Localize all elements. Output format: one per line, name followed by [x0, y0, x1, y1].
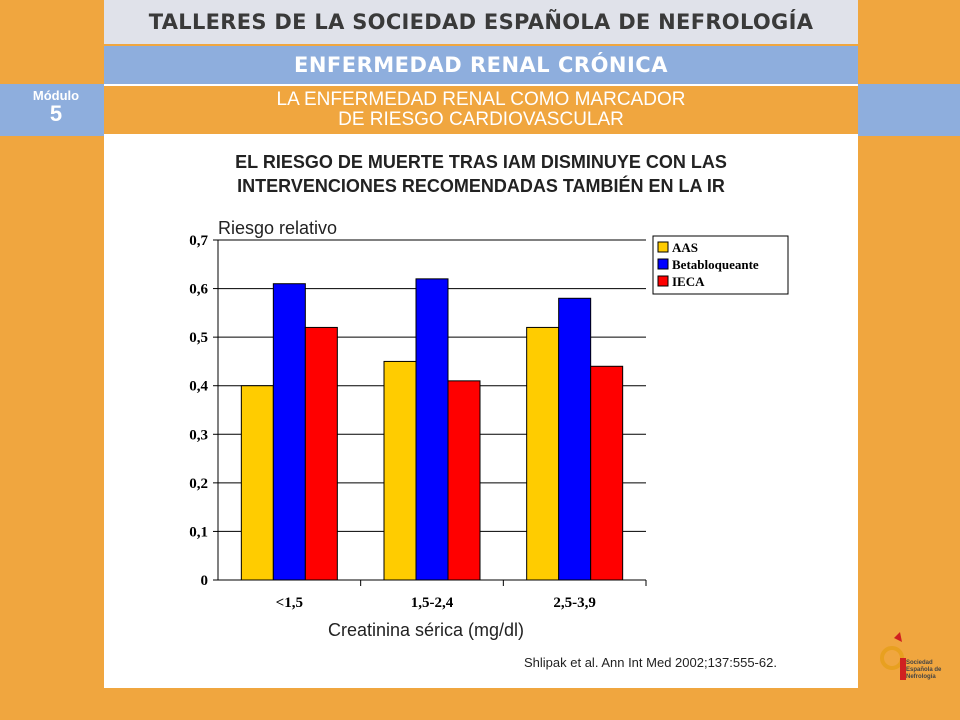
- logo-line-2: Española de: [906, 667, 942, 673]
- content-panel: [104, 136, 858, 688]
- header-subtitle: ENFERMEDAD RENAL CRÓNICA: [104, 46, 858, 84]
- module-badge: Módulo 5: [26, 88, 86, 125]
- heading-line-2: INTERVENCIONES RECOMENDADAS TAMBIÉN EN L…: [237, 176, 725, 196]
- bar-ieca: [304, 326, 338, 581]
- y-tick-label: 0,1: [189, 524, 208, 540]
- module-box: [0, 84, 104, 136]
- legend-swatch: [657, 258, 669, 270]
- slide-heading: EL RIESGO DE MUERTE TRAS IAM DISMINUYE C…: [104, 150, 858, 198]
- chart-xlabel: Creatinina sérica (mg/dl): [327, 620, 525, 640]
- header-right-block: [858, 84, 960, 136]
- topic-line-1: LA ENFERMEDAD RENAL COMO MARCADOR: [276, 89, 686, 110]
- bar-aas: [240, 385, 274, 581]
- legend-label: IECA: [672, 274, 705, 289]
- bar-ieca: [447, 380, 481, 581]
- logo-text: Sociedad Española de Nefrología: [906, 660, 941, 681]
- module-label: Módulo: [32, 88, 80, 103]
- bar-betabloqueante: [272, 283, 306, 581]
- topic-line-2: DE RIESGO CARDIOVASCULAR: [338, 109, 624, 130]
- citation: Shlipak et al. Ann Int Med 2002;137:555-…: [524, 655, 777, 670]
- topic-band: LA ENFERMEDAD RENAL COMO MARCADOR DE RIE…: [104, 84, 858, 136]
- heading-line-1: EL RIESGO DE MUERTE TRAS IAM DISMINUYE C…: [235, 152, 727, 172]
- y-tick-label: 0,5: [189, 330, 208, 346]
- chart-ylabel: Riesgo relativo: [218, 218, 338, 238]
- y-tick-label: 0,2: [189, 476, 208, 492]
- legend-box: [652, 235, 789, 295]
- logo-line-1: Sociedad: [906, 660, 933, 666]
- bar-aas: [526, 326, 560, 581]
- bar-aas: [383, 360, 417, 581]
- y-tick-label: 0,6: [189, 282, 208, 298]
- bar-betabloqueante: [415, 278, 449, 581]
- x-tick-label: <1,5: [276, 595, 303, 611]
- society-logo-icon: [880, 632, 906, 680]
- logo-line-3: Nefrología: [906, 674, 936, 680]
- legend-swatch: [657, 275, 669, 287]
- y-tick-label: 0,3: [189, 427, 208, 443]
- legend-label: AAS: [672, 240, 698, 255]
- y-tick-label: 0: [201, 573, 209, 589]
- x-tick-label: 2,5-3,9: [553, 595, 596, 611]
- y-tick-label: 0,7: [189, 233, 208, 249]
- y-tick-label: 0,4: [189, 379, 208, 395]
- legend-swatch: [657, 241, 669, 253]
- bar-betabloqueante: [558, 297, 592, 581]
- header-title: TALLERES DE LA SOCIEDAD ESPAÑOLA DE NEFR…: [104, 0, 858, 44]
- x-tick-label: 1,5-2,4: [411, 595, 454, 611]
- module-number: 5: [49, 101, 63, 126]
- legend-label: Betabloqueante: [672, 257, 759, 272]
- bar-ieca: [590, 365, 624, 581]
